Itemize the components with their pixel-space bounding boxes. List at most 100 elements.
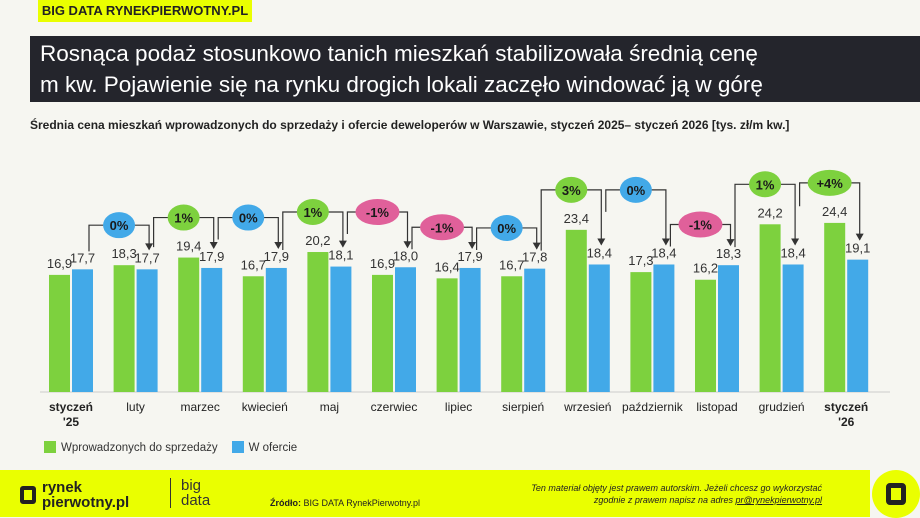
rynekpierwotny-logo: rynek pierwotny.pl (20, 480, 129, 510)
legend-swatch (231, 441, 244, 453)
bar-offer (653, 264, 675, 392)
logo-text: pierwotny.pl (42, 494, 130, 511)
data-label: 17,9 (264, 249, 289, 264)
data-label: 19,1 (845, 241, 870, 256)
arrow-down-icon (597, 238, 606, 246)
bar-introduced (565, 229, 587, 392)
bar-introduced (436, 278, 458, 392)
bar-offer (201, 267, 223, 392)
change-badge (296, 199, 329, 226)
arrow-down-icon (338, 240, 347, 248)
change-badge (232, 204, 265, 231)
change-badge (355, 199, 400, 226)
bar-introduced (372, 274, 393, 392)
arrow-down-icon (791, 238, 800, 246)
change-badge (678, 211, 723, 238)
change-badge (619, 176, 652, 203)
bigdata-logo: big data (170, 478, 210, 508)
corner-logo (872, 470, 920, 518)
bar-introduced (824, 222, 846, 392)
data-label: 24,2 (757, 205, 782, 220)
arrow-down-icon (661, 238, 670, 246)
data-label: 19,4 (176, 239, 201, 254)
bar-introduced (49, 274, 70, 392)
bar-offer (847, 259, 869, 392)
source: Źródło: BIG DATA RynekPierwotny.pl (270, 498, 420, 508)
x-tick-label: kwiecień (242, 400, 288, 414)
change-label: -1% (430, 220, 454, 235)
email-link[interactable]: pr@rynekpierwotny.pl (735, 495, 822, 505)
arrow-down-icon (532, 242, 541, 250)
brand-tag: BIG DATA RYNEKPIERWOTNY.PL (38, 0, 252, 22)
x-tick-label: listopad (696, 400, 737, 414)
copyright-line: Ten materiał objęty jest prawem autorski… (531, 483, 822, 493)
bar-offer (395, 267, 416, 392)
data-label: 17,3 (628, 253, 653, 268)
x-tick-label: '25 (63, 415, 80, 429)
bar-offer (136, 269, 158, 392)
change-badge (555, 176, 588, 203)
arrow-down-icon (403, 241, 412, 249)
bar-chart: 16,917,7styczeń'2518,317,7luty19,417,9ma… (40, 169, 890, 429)
change-label: 0% (626, 183, 645, 198)
legend-item-introduced: Wprowadzonych do sprzedaży (44, 441, 218, 454)
x-tick-label: wrzesień (563, 400, 611, 414)
footer: rynek pierwotny.pl big data Źródło: BIG DA… (0, 470, 870, 517)
data-label: 18,4 (780, 245, 805, 260)
logo-text: big (181, 477, 202, 494)
change-label: 1% (174, 211, 193, 226)
arrow-down-icon (209, 241, 218, 249)
data-label: 18,1 (328, 248, 353, 263)
legend-item-offer: W ofercie (231, 441, 297, 454)
arrow-down-icon (726, 239, 735, 247)
data-label: 16,7 (499, 257, 524, 272)
change-label: 1% (303, 205, 322, 220)
change-label: +4% (816, 176, 843, 191)
data-label: 17,7 (70, 250, 95, 265)
change-label: -1% (689, 217, 713, 232)
change-label: 0% (239, 211, 258, 226)
headline-line-2: m kw. Pojawienie się na rynku drogich lo… (40, 72, 763, 97)
change-label: 0% (497, 221, 516, 236)
data-label: 16,2 (693, 261, 718, 276)
legend-label: Wprowadzonych do sprzedaży (61, 442, 218, 454)
bar-introduced (759, 224, 781, 392)
copyright-note: Ten materiał objęty jest prawem autorski… (531, 482, 822, 506)
arrow-down-icon (468, 241, 477, 249)
change-label: 0% (110, 218, 129, 233)
source-label: Źródło: (270, 498, 301, 508)
data-label: 24,4 (822, 204, 847, 219)
change-label: -1% (366, 205, 390, 220)
headline-line-1: Rosnąca podaż stosunkowo tanich mieszkań… (40, 41, 758, 66)
legend-swatch (44, 441, 56, 453)
data-label: 17,9 (457, 249, 482, 264)
data-label: 18,3 (716, 246, 741, 261)
logo-text: data (181, 492, 211, 509)
bar-offer (330, 266, 352, 392)
x-tick-label: lipiec (445, 400, 472, 414)
bar-offer (265, 267, 287, 392)
bar-offer (588, 264, 610, 392)
data-label: 20,2 (305, 233, 330, 248)
change-badge (103, 212, 136, 239)
x-tick-label: '26 (838, 415, 855, 429)
data-label: 18,4 (651, 245, 676, 260)
arrow-down-icon (855, 233, 864, 241)
arrow-down-icon (145, 243, 154, 251)
chart-title: Średnia cena mieszkań wprowadzonych do s… (30, 118, 790, 132)
legend: Wprowadzonych do sprzedaży W ofercie (44, 441, 297, 454)
logo-text: rynek (42, 479, 83, 496)
data-label: 16,4 (434, 259, 459, 274)
change-badge (749, 171, 782, 198)
x-tick-label: grudzień (759, 400, 805, 414)
source-text: BIG DATA RynekPierwotny.pl (303, 498, 421, 508)
change-badge (420, 214, 465, 241)
bar-offer (782, 264, 804, 392)
change-label: 3% (562, 183, 581, 198)
data-label: 18,4 (587, 245, 612, 260)
data-label: 17,8 (522, 250, 547, 265)
bar-introduced (501, 276, 523, 392)
bar-offer (459, 267, 481, 392)
arrow-down-icon (274, 241, 283, 249)
x-tick-label: styczeń (49, 400, 93, 414)
